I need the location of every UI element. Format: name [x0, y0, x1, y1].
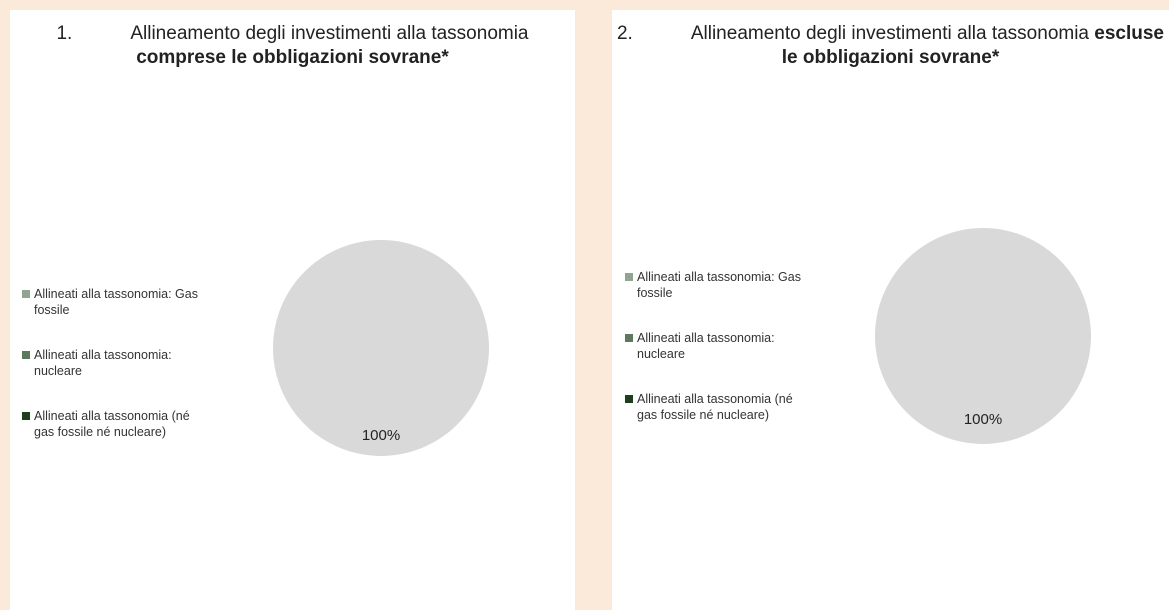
legend-label: Allineati alla tassonomia (né gas fossil… [34, 409, 190, 439]
legend-label: Allineati alla tassonomia: nucleare [34, 348, 172, 378]
legend-swatch [22, 412, 30, 420]
title-number: 2. [616, 23, 633, 44]
legend: Allineati alla tassonomia: Gas fossile Al… [22, 286, 209, 469]
legend-label: Allineati alla tassonomia: Gas fossile [637, 270, 801, 300]
legend-label: Allineati alla tassonomia: nucleare [637, 331, 775, 361]
legend-swatch [625, 273, 633, 281]
legend-swatch [625, 395, 633, 403]
chart-title: 2. Allineamento degli investimenti alla t… [612, 22, 1169, 70]
pie-slice [875, 228, 1091, 444]
legend-item: Allineati alla tassonomia: nucleare [22, 347, 209, 379]
legend: Allineati alla tassonomia: Gas fossile Al… [625, 269, 812, 452]
title-text: Allineamento degli investimenti alla tas… [690, 23, 1089, 44]
chart-panel: 2. Allineamento degli investimenti alla t… [612, 10, 1169, 610]
chart-title: 1. Allineamento degli investimenti alla t… [10, 22, 575, 70]
data-label: 100% [964, 411, 1002, 428]
data-label: 100% [362, 427, 400, 444]
legend-item: Allineati alla tassonomia: nucleare [625, 330, 812, 362]
legend-label: Allineati alla tassonomia (né gas fossil… [637, 392, 793, 422]
pie-slice [273, 240, 489, 456]
title-bold: comprese le obbligazioni sovrane* [136, 47, 449, 68]
title-bold: escluse le obbligazioni sovrane* [781, 23, 1165, 68]
legend-item: Allineati alla tassonomia (né gas fossil… [22, 408, 209, 440]
legend-label: Allineati alla tassonomia: Gas fossile [34, 287, 198, 317]
title-number: 1. [56, 23, 73, 44]
chart-panel: 1. Allineamento degli investimenti alla t… [10, 10, 575, 610]
pie: 100% [875, 228, 1091, 444]
legend-item: Allineati alla tassonomia (né gas fossil… [625, 391, 812, 423]
legend-swatch [22, 351, 30, 359]
pie: 100% [273, 240, 489, 456]
legend-item: Allineati alla tassonomia: Gas fossile [625, 269, 812, 301]
legend-swatch [625, 334, 633, 342]
title-text: Allineamento degli investimenti alla tas… [130, 23, 529, 44]
legend-item: Allineati alla tassonomia: Gas fossile [22, 286, 209, 318]
legend-swatch [22, 290, 30, 298]
